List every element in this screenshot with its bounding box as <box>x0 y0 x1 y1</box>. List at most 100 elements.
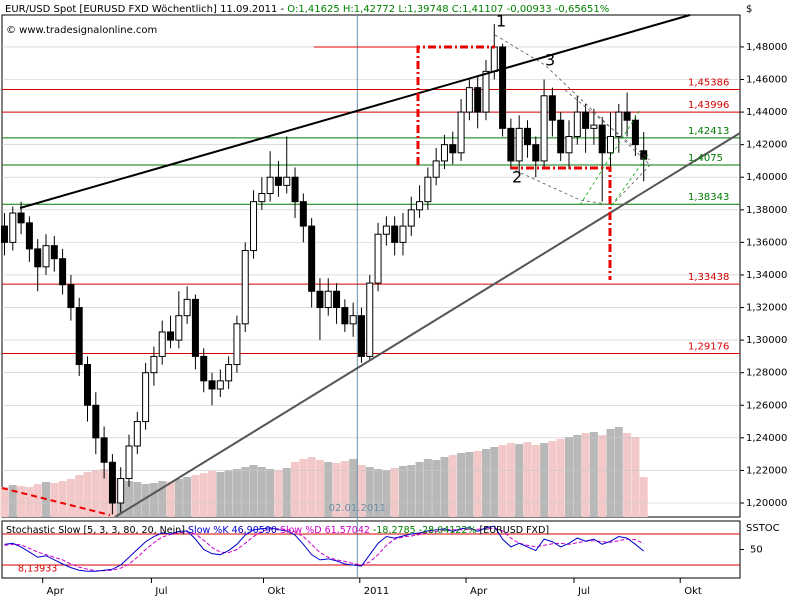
stoch-d-label: Slow %D 61,57042 <box>280 525 370 536</box>
candle-body <box>108 461 116 504</box>
volume-bar <box>639 477 648 517</box>
y-tick-label: 1,22000 <box>746 465 787 476</box>
volume-bar <box>266 469 275 517</box>
y-tick-label: 1,20000 <box>746 498 787 509</box>
chart-title: EUR/USD Spot [EURUSD FXD Wöchentlich] 11… <box>5 4 609 15</box>
volume-bar <box>531 445 540 517</box>
stoch-tick-label: 50 <box>750 545 763 556</box>
candle-body <box>598 124 606 154</box>
candle-body <box>17 212 25 224</box>
wave-label: 2 <box>512 168 522 187</box>
stoch-k-label: Slow %K 46,90590 <box>188 525 277 536</box>
level-label: 1,45386 <box>688 78 729 89</box>
candle-body <box>59 258 67 286</box>
y-tick-label: 1,46000 <box>746 75 787 86</box>
stoch-d-line <box>4 527 644 572</box>
candle-body <box>606 136 614 154</box>
x-tick-label: Okt <box>267 586 285 597</box>
volume-bar <box>149 483 158 517</box>
volume-bar <box>141 484 150 517</box>
candle-body <box>532 144 540 162</box>
volume-bar <box>83 472 92 517</box>
volume-bar <box>581 433 590 517</box>
volume-bar <box>25 487 34 517</box>
candle-body <box>391 225 399 243</box>
candle-body <box>565 136 573 154</box>
candle-body <box>258 193 266 203</box>
candle-body <box>548 95 556 121</box>
volume-layer <box>0 427 648 517</box>
stoch-symbol: [EURUSD FXD] <box>480 525 550 536</box>
candle-body <box>42 245 50 268</box>
candle-body <box>150 355 158 374</box>
level-label: 1,38343 <box>688 192 729 203</box>
candle-body <box>324 290 332 309</box>
candle-body <box>474 87 482 113</box>
candle-body <box>175 315 183 341</box>
candle-body <box>34 248 42 268</box>
candle-body <box>191 298 199 357</box>
volume-bar <box>564 437 573 517</box>
candle-body <box>341 307 349 325</box>
y-tick-label: 1,28000 <box>746 368 787 379</box>
volume-bar <box>573 435 582 517</box>
candle-body <box>50 245 58 260</box>
candle-body <box>490 46 498 72</box>
x-tick-label: Apr <box>470 586 488 597</box>
volume-bar <box>614 427 623 517</box>
drawing-path <box>579 109 649 206</box>
candle-body <box>167 331 175 341</box>
wave-label: 1 <box>496 12 506 31</box>
volume-bar <box>473 451 482 517</box>
level-label: 1,29176 <box>688 342 729 353</box>
candle-body <box>631 119 639 146</box>
volume-bar <box>257 467 266 517</box>
candle-body <box>200 355 208 382</box>
x-tick-label: Apr <box>47 586 65 597</box>
volume-bar <box>357 465 366 517</box>
x-tick-label: Jul <box>154 586 167 597</box>
candle-body <box>92 404 100 439</box>
candle-body <box>241 250 249 325</box>
volume-bar <box>66 479 75 517</box>
candle-body <box>407 209 415 227</box>
stoch-axis-label: SSTOC <box>746 523 780 534</box>
candle-body <box>250 201 258 252</box>
candle-body <box>308 225 316 292</box>
y-tick-label: 1,38000 <box>746 205 787 216</box>
candle-body <box>557 119 565 154</box>
currency-label: $ <box>746 4 752 15</box>
volume-bar <box>365 467 374 517</box>
volume-bar <box>324 462 333 517</box>
wave-label: 3 <box>545 51 555 70</box>
candle-body <box>291 176 299 203</box>
x-tick-label: 2011 <box>364 586 389 597</box>
candle-body <box>507 127 515 162</box>
watermark: © www.tradesignalonline.com <box>6 25 157 36</box>
y-tick-label: 1,30000 <box>746 335 787 346</box>
volume-bar <box>490 447 499 517</box>
candle-body <box>349 315 357 325</box>
volume-bar <box>623 433 632 517</box>
candle-body <box>590 124 598 129</box>
volume-bar <box>191 475 200 517</box>
volume-bar <box>249 465 258 517</box>
volume-bar <box>174 479 183 517</box>
level-label: 1,43996 <box>688 100 729 111</box>
y-tick-label: 1,48000 <box>746 42 787 53</box>
y-tick-label: 1,42000 <box>746 140 787 151</box>
volume-bar <box>166 482 175 517</box>
title-text: EUR/USD Spot [EURUSD FXD Wöchentlich] 11… <box>5 4 287 15</box>
volume-bar <box>315 460 324 517</box>
volume-bar <box>481 449 490 517</box>
x-tick-label: Jul <box>577 586 590 597</box>
volume-bar <box>506 443 515 517</box>
volume-bar <box>440 457 449 517</box>
volume-bar <box>423 459 432 517</box>
volume-bar <box>224 470 233 517</box>
y-tick-label: 1,24000 <box>746 433 787 444</box>
candle-body <box>225 364 233 382</box>
y-tick-label: 1,26000 <box>746 400 787 411</box>
